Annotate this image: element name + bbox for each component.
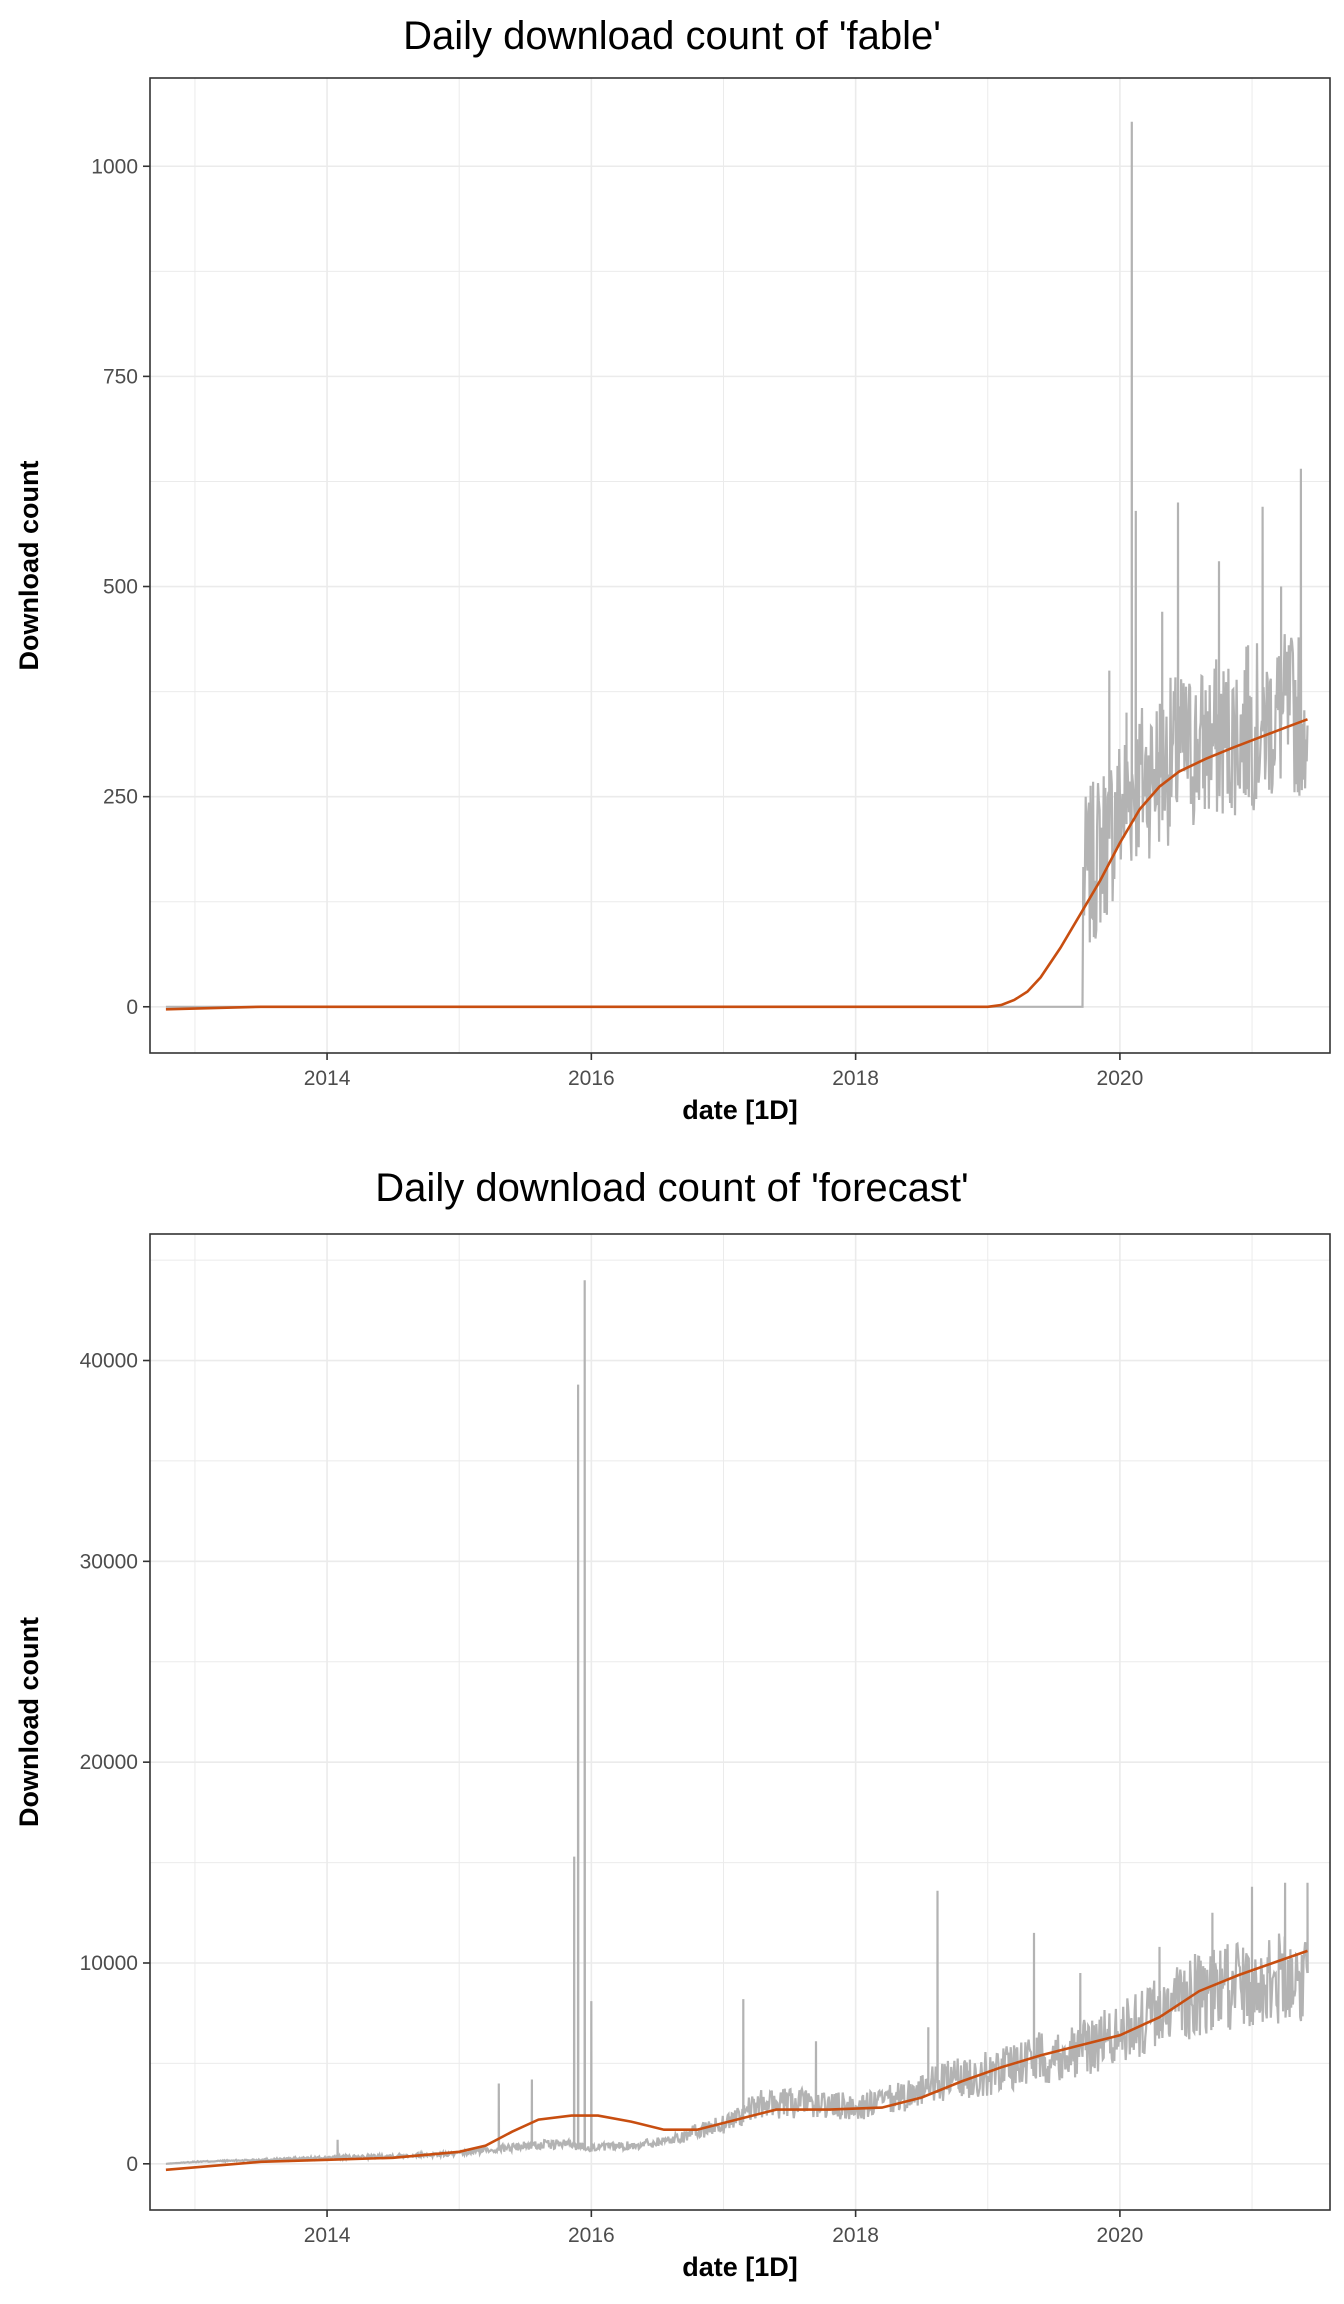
y-tick-label: 0 [126,996,138,1019]
x-axis-title: date [1D] [682,1095,798,1125]
series-line-trend [165,718,1308,1011]
y-tick-label: 500 [103,576,138,599]
x-tick-label: 2020 [1097,2224,1144,2247]
panel-border [149,1233,1331,2211]
plot-group: 0 10000 20000 30000 40000 2014 2016 2018 2020 dat… [14,1233,1331,2282]
y-tick-label: 10000 [80,1952,138,1975]
y-axis-title: Download count [14,1617,44,1827]
series-line-raw [165,1280,1309,2165]
x-tick-label: 2016 [568,2224,615,2247]
x-tick-label: 2020 [1097,1067,1144,1090]
series-line-trend [165,1949,1308,2172]
y-tick-label: 0 [126,2153,138,2176]
y-tick-label: 1000 [91,155,138,178]
y-axis-title: Download count [14,461,44,671]
x-tick-label: 2018 [832,1067,879,1090]
y-tick-label: 40000 [80,1350,138,1373]
plot-area: 0 10000 20000 30000 40000 2014 2016 2018 2020 dat… [14,1233,1331,2282]
chart-title: Daily download count of 'fable' [403,14,941,58]
chart-fable: Daily download count of 'fable' 0 250 500 7… [0,0,1344,1150]
plot-group: 0 250 500 750 1000 2014 2016 2018 2020 date [1D] D… [14,77,1331,1125]
panel-border [149,77,1331,1054]
x-tick-label: 2016 [568,1067,615,1090]
y-tick-label: 30000 [80,1550,138,1573]
x-axis-title: date [1D] [682,2252,798,2282]
y-tick-label: 750 [103,365,138,388]
plot-area: 0 250 500 750 1000 2014 2016 2018 2020 date [1D] D… [14,77,1331,1125]
panel-background [150,78,1330,1053]
x-tick-label: 2014 [304,1067,351,1090]
y-tick-label: 250 [103,786,138,809]
x-tick-label: 2018 [832,2224,879,2247]
chart-forecast: Daily download count of 'forecast' 0 1000… [0,1152,1344,2304]
x-tick-label: 2014 [304,2224,351,2247]
y-tick-label: 20000 [80,1751,138,1774]
chart-title: Daily download count of 'forecast' [375,1166,969,1210]
